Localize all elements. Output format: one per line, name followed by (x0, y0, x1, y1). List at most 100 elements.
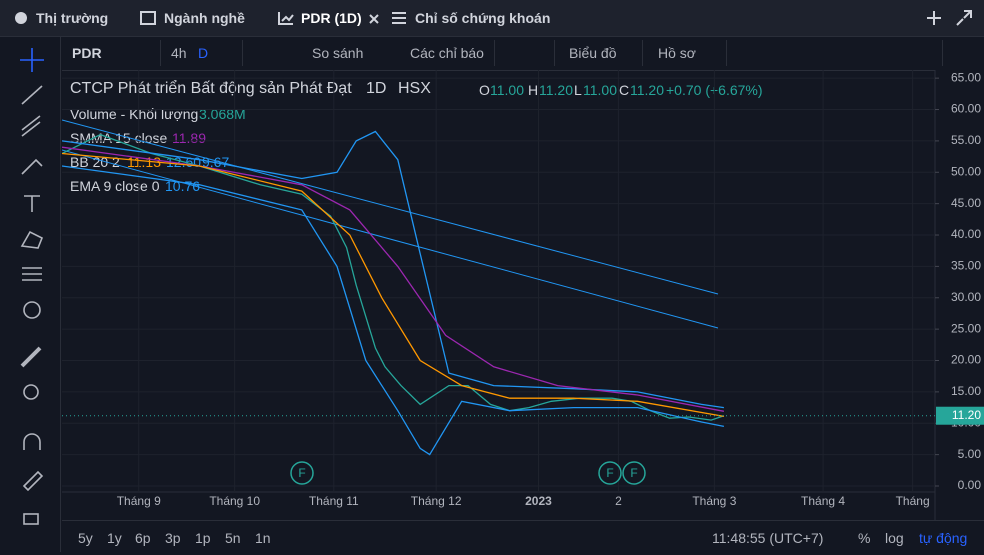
separator (554, 40, 555, 66)
interval-active[interactable]: D (198, 45, 209, 61)
y-tick-label: 35.00 (951, 259, 981, 273)
x-tick-label: Tháng 11 (309, 494, 359, 508)
zoom-tool[interactable] (23, 384, 39, 400)
legend-exchange: HSX (398, 80, 431, 97)
lock-tool[interactable] (23, 513, 39, 525)
tab-bar: Thị trường Ngành nghề PDR (1D) Chỉ số ch… (0, 0, 984, 37)
separator (642, 40, 643, 66)
bottom-bar: 5y 1y 6p 3p 1p 5n 1n 11:48:55 (UTC+7) % … (62, 520, 984, 553)
series-line (62, 133, 725, 421)
tab[interactable]: Ngành nghề (164, 10, 245, 26)
ohlc-value: 11.00 (583, 82, 617, 98)
event-marker (290, 461, 314, 485)
series-line (62, 165, 725, 456)
ohlc-key: H (528, 82, 539, 98)
fib-tool[interactable] (21, 115, 41, 137)
range-button[interactable]: 6p (135, 530, 151, 546)
close-icon[interactable] (369, 14, 379, 24)
clock: 11:48:55 (UTC+7) (712, 530, 824, 546)
tab-active[interactable]: PDR (1D) (301, 10, 362, 26)
x-tick-label: Tháng 12 (411, 494, 462, 508)
text-tool[interactable] (24, 195, 40, 212)
x-tick-label: 2 (615, 494, 622, 508)
range-button[interactable]: 5y (78, 530, 93, 546)
last-price-box (936, 406, 984, 425)
tool-icons (20, 48, 44, 525)
icon (140, 11, 156, 25)
ohlc-value: 11.20 (539, 82, 573, 98)
separator (494, 40, 495, 66)
indicator-value: 10.76 (165, 178, 201, 194)
line-tool[interactable] (21, 85, 43, 105)
x-tick-label: Tháng 10 (209, 494, 260, 508)
forecast-tool[interactable] (22, 267, 42, 281)
symbol[interactable]: PDR (72, 45, 102, 61)
range-button[interactable]: 1n (255, 530, 271, 546)
ohlc-key: C (619, 82, 630, 98)
drawing-toolbar (0, 36, 61, 552)
y-tick-label: 55.00 (951, 133, 981, 147)
interval[interactable]: 4h (171, 45, 187, 61)
profile[interactable]: Hồ sơ (658, 45, 696, 61)
event-label: F (298, 466, 305, 480)
indicators[interactable]: Các chỉ báo (410, 45, 484, 61)
separator (160, 40, 161, 66)
y-tick-label: 5.00 (958, 447, 982, 461)
icon (15, 12, 27, 24)
pattern-tool[interactable] (20, 230, 44, 249)
range-button[interactable]: 1y (107, 530, 122, 546)
price-axis-bg (935, 70, 984, 520)
expand-icon[interactable] (956, 10, 972, 26)
icon (392, 12, 406, 24)
indicator-value: 11.13 (127, 154, 161, 170)
brush-tool[interactable] (21, 158, 43, 175)
separator (726, 40, 727, 66)
ruler-tool[interactable] (20, 346, 42, 368)
x-tick-label: Tháng 9 (117, 494, 161, 508)
range-button[interactable]: 1p (195, 530, 211, 546)
emoji-tool[interactable] (23, 301, 41, 319)
percent-toggle[interactable]: % (858, 530, 871, 546)
log-toggle[interactable]: log (885, 530, 904, 546)
magnet-tool[interactable] (23, 433, 41, 450)
x-tick-label: 2023 (525, 494, 552, 508)
separator (942, 40, 943, 66)
compare[interactable]: So sánh (312, 45, 364, 61)
auto-toggle[interactable]: tự động (919, 530, 968, 546)
separator (242, 40, 243, 66)
ohlc-key: L (574, 82, 582, 98)
x-tick-label: Tháng 3 (692, 494, 736, 508)
chart: 0.005.0010.0015.0020.0025.0030.0035.0040… (62, 70, 984, 520)
ohlc-value: 11.00 (490, 82, 524, 98)
range-button[interactable]: 5n (225, 530, 241, 546)
symbol-name: CTCP Phát triển Bất động sản Phát Đạt (70, 80, 352, 97)
y-tick-label: 25.00 (951, 321, 981, 335)
tab[interactable]: Thị trường (36, 10, 109, 26)
tab[interactable]: Chỉ số chứng khoán (415, 10, 551, 26)
y-tick-label: 30.00 (951, 290, 981, 304)
y-tick-label: 65.00 (951, 70, 981, 84)
icon (278, 12, 294, 25)
y-tick-label: 20.00 (951, 353, 981, 367)
series-line (62, 130, 724, 409)
y-tick-label: 50.00 (951, 164, 981, 178)
range-button[interactable]: 3p (165, 530, 181, 546)
y-tick-label: 0.00 (958, 478, 982, 492)
event-label: F (606, 466, 613, 480)
event-label: F (630, 466, 637, 480)
lock-draw-tool[interactable] (22, 470, 44, 492)
x-tick-label: Tháng (896, 494, 930, 508)
chart-type[interactable]: Biểu đồ (569, 45, 617, 61)
tab-icons (15, 10, 972, 26)
series-line (62, 152, 725, 418)
legend-interval: 1D (366, 80, 387, 97)
indicator-value: 9.67 (202, 154, 230, 170)
trend-line (62, 149, 719, 329)
indicator-label: SMMA 15 close (70, 130, 168, 146)
cross-tool[interactable] (20, 48, 44, 72)
add-icon[interactable] (927, 11, 941, 25)
ohlc-value: 11.20 (630, 82, 664, 98)
last-price-label: 11.20 (952, 408, 981, 422)
trend-line (62, 119, 719, 295)
